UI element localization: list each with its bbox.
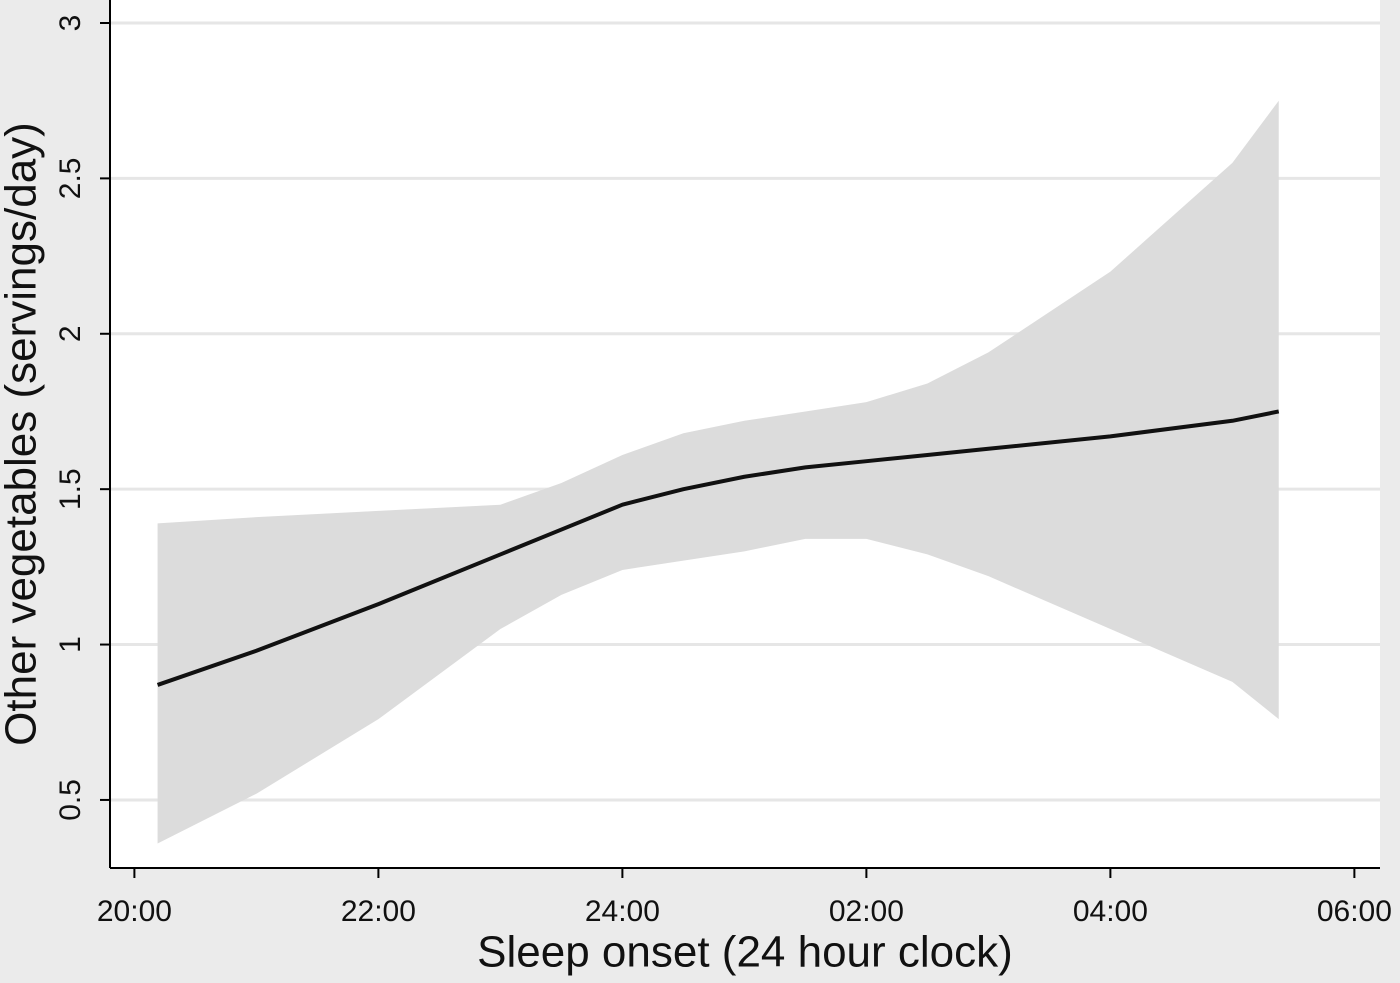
y-tick-label: 2 <box>54 325 87 342</box>
y-tick-label: 1 <box>54 636 87 653</box>
y-tick-label: 3 <box>54 15 87 32</box>
x-tick-label: 24:00 <box>585 895 660 928</box>
axes <box>100 0 1380 878</box>
fit-line <box>156 409 1280 687</box>
y-tick-label: 2.5 <box>54 158 87 200</box>
y-axis-title: Other vegetables (servings/day) <box>0 122 46 746</box>
y-tick-label: 1.5 <box>54 468 87 510</box>
marks <box>156 100 1280 844</box>
confidence-band <box>157 100 1279 844</box>
x-tick-label: 04:00 <box>1073 895 1148 928</box>
x-axis-title: Sleep onset (24 hour clock) <box>477 928 1013 977</box>
x-tick-label: 02:00 <box>829 895 904 928</box>
y-tick-label: 0.5 <box>54 779 87 821</box>
x-tick-label: 20:00 <box>97 895 172 928</box>
x-tick-label: 06:00 <box>1317 895 1392 928</box>
x-tick-label: 22:00 <box>341 895 416 928</box>
